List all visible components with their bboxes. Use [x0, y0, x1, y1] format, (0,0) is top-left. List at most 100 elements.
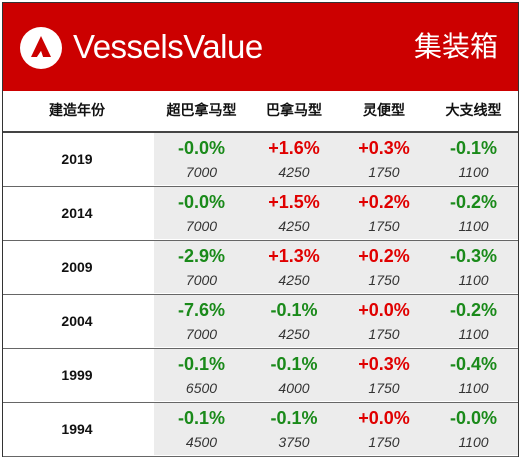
value-cell: -0.2% 1100: [429, 295, 518, 347]
value-cell: +0.0% 1750: [339, 403, 429, 455]
vessel-value: 6500: [185, 380, 218, 396]
percent-change: +0.0%: [358, 300, 410, 320]
column-header-post-panamax: 超巴拿马型: [166, 103, 237, 119]
value-cell: +1.3% 4250: [249, 241, 339, 293]
vesselsvalue-logo-icon: [20, 27, 62, 69]
vessel-value: 1750: [368, 272, 400, 288]
percent-change: -0.2%: [449, 300, 498, 320]
percent-change: +1.5%: [268, 192, 320, 212]
vessel-value: 4250: [278, 326, 310, 342]
column-header-row: 建造年份 超巴拿马型 巴拿马型 灵便型 大支线型: [3, 91, 518, 133]
values-band: -0.0% 7000 +1.6% 4250 +0.3% 1750 -0.1% 1100: [154, 133, 518, 185]
percent-change: -7.6%: [177, 300, 226, 320]
percent-change: -0.0%: [449, 408, 498, 428]
percent-change: +0.2%: [358, 246, 410, 266]
values-band: -0.1% 4500 -0.1% 3750 +0.0% 1750 -0.0% 1100: [154, 403, 518, 455]
percent-change: -0.1%: [177, 354, 226, 374]
build-year-cell: 2014: [61, 205, 93, 221]
value-cell: -7.6% 7000: [154, 295, 249, 347]
table-row: 2004 -7.6% 7000 -0.1% 4250 +0.0% 1750 -0.2% 1100: [3, 295, 518, 349]
page-title: 集装箱: [413, 30, 498, 63]
value-cell: -0.0% 7000: [154, 133, 249, 185]
value-cell: +0.3% 1750: [339, 349, 429, 401]
vessel-value: 7000: [185, 164, 218, 180]
percent-change: +0.0%: [358, 408, 410, 428]
value-cell: +0.3% 1750: [339, 133, 429, 185]
column-header-feeder-max: 大支线型: [445, 103, 502, 119]
value-cell: -0.1% 4000: [249, 349, 339, 401]
values-band: -7.6% 7000 -0.1% 4250 +0.0% 1750 -0.2% 1100: [154, 295, 518, 347]
percent-change: -0.0%: [177, 138, 226, 158]
vessel-value: 4500: [185, 434, 218, 450]
percent-change: -0.2%: [449, 192, 498, 212]
build-year-cell: 2004: [61, 313, 93, 329]
column-header-panamax: 巴拿马型: [266, 103, 322, 119]
vessel-value: 1100: [458, 272, 489, 288]
vessel-value: 4000: [278, 380, 310, 396]
value-cell: -2.9% 7000: [154, 241, 249, 293]
values-band: -2.9% 7000 +1.3% 4250 +0.2% 1750 -0.3% 1100: [154, 241, 518, 293]
vessel-value: 1750: [368, 380, 400, 396]
vessel-value: 1100: [458, 434, 489, 450]
vessel-value: 1750: [368, 164, 400, 180]
value-cell: -0.4% 1100: [429, 349, 518, 401]
table-row: 1999 -0.1% 6500 -0.1% 4000 +0.3% 1750 -0.4% 1100: [3, 349, 518, 403]
vessel-value: 1100: [458, 218, 489, 234]
table-row: 2019 -0.0% 7000 +1.6% 4250 +0.3% 1750 -0.1% 1100: [3, 133, 518, 187]
vessel-value: 1100: [458, 380, 489, 396]
percent-change: -0.1%: [270, 300, 318, 320]
column-header-handy: 灵便型: [363, 103, 405, 119]
vessel-value: 7000: [185, 326, 218, 342]
vessel-value: 1750: [368, 326, 400, 342]
percent-change: +1.6%: [268, 138, 320, 158]
value-cell: -0.1% 4500: [154, 403, 249, 455]
percent-change: -2.9%: [177, 246, 226, 266]
build-year-cell: 1999: [61, 367, 93, 383]
value-cell: -0.2% 1100: [429, 187, 518, 239]
value-cell: -0.1% 4250: [249, 295, 339, 347]
value-cell: -0.0% 7000: [154, 187, 249, 239]
percent-change: -0.4%: [449, 354, 498, 374]
build-year-cell: 2009: [61, 259, 93, 275]
column-header-build-year: 建造年份: [49, 103, 105, 119]
percent-change: +0.3%: [358, 354, 410, 374]
vessel-value: 4250: [278, 272, 310, 288]
vessel-value: 3750: [278, 434, 310, 450]
vessel-value: 1100: [458, 326, 489, 342]
value-cell: +0.2% 1750: [339, 241, 429, 293]
vessel-value: 4250: [278, 218, 310, 234]
percent-change: -0.1%: [270, 408, 318, 428]
vessel-value: 7000: [185, 218, 218, 234]
brand-name: VesselsValue: [73, 28, 263, 65]
header-bar: VesselsValue 集装箱: [3, 3, 518, 91]
value-cell: +1.6% 4250: [249, 133, 339, 185]
build-year-cell: 2019: [61, 151, 93, 167]
vessel-value: 7000: [185, 272, 218, 288]
value-cell: +1.5% 4250: [249, 187, 339, 239]
percent-change: -0.0%: [177, 192, 226, 212]
vessel-value: 4250: [278, 164, 310, 180]
value-cell: -0.1% 6500: [154, 349, 249, 401]
table-row: 2009 -2.9% 7000 +1.3% 4250 +0.2% 1750 -0.3% 1100: [3, 241, 518, 295]
value-cell: +0.2% 1750: [339, 187, 429, 239]
percent-change: +1.3%: [268, 246, 320, 266]
vessel-value: 1750: [368, 218, 400, 234]
percent-change: -0.1%: [449, 138, 498, 158]
table-row: 2014 -0.0% 7000 +1.5% 4250 +0.2% 1750 -0.2% 1100: [3, 187, 518, 241]
build-year-cell: 1994: [61, 421, 93, 437]
percent-change: -0.3%: [449, 246, 498, 266]
vessel-value: 1100: [458, 164, 489, 180]
value-cell: -0.1% 1100: [429, 133, 518, 185]
percent-change: -0.1%: [270, 354, 318, 374]
vessel-value: 1750: [368, 434, 400, 450]
percent-change: +0.3%: [358, 138, 410, 158]
values-band: -0.0% 7000 +1.5% 4250 +0.2% 1750 -0.2% 1100: [154, 187, 518, 239]
percent-change: -0.1%: [177, 408, 226, 428]
value-cell: -0.0% 1100: [429, 403, 518, 455]
value-cell: -0.1% 3750: [249, 403, 339, 455]
value-cell: +0.0% 1750: [339, 295, 429, 347]
values-band: -0.1% 6500 -0.1% 4000 +0.3% 1750 -0.4% 1100: [154, 349, 518, 401]
value-cell: -0.3% 1100: [429, 241, 518, 293]
table-row: 1994 -0.1% 4500 -0.1% 3750 +0.0% 1750 -0.0% 1100: [3, 403, 518, 457]
